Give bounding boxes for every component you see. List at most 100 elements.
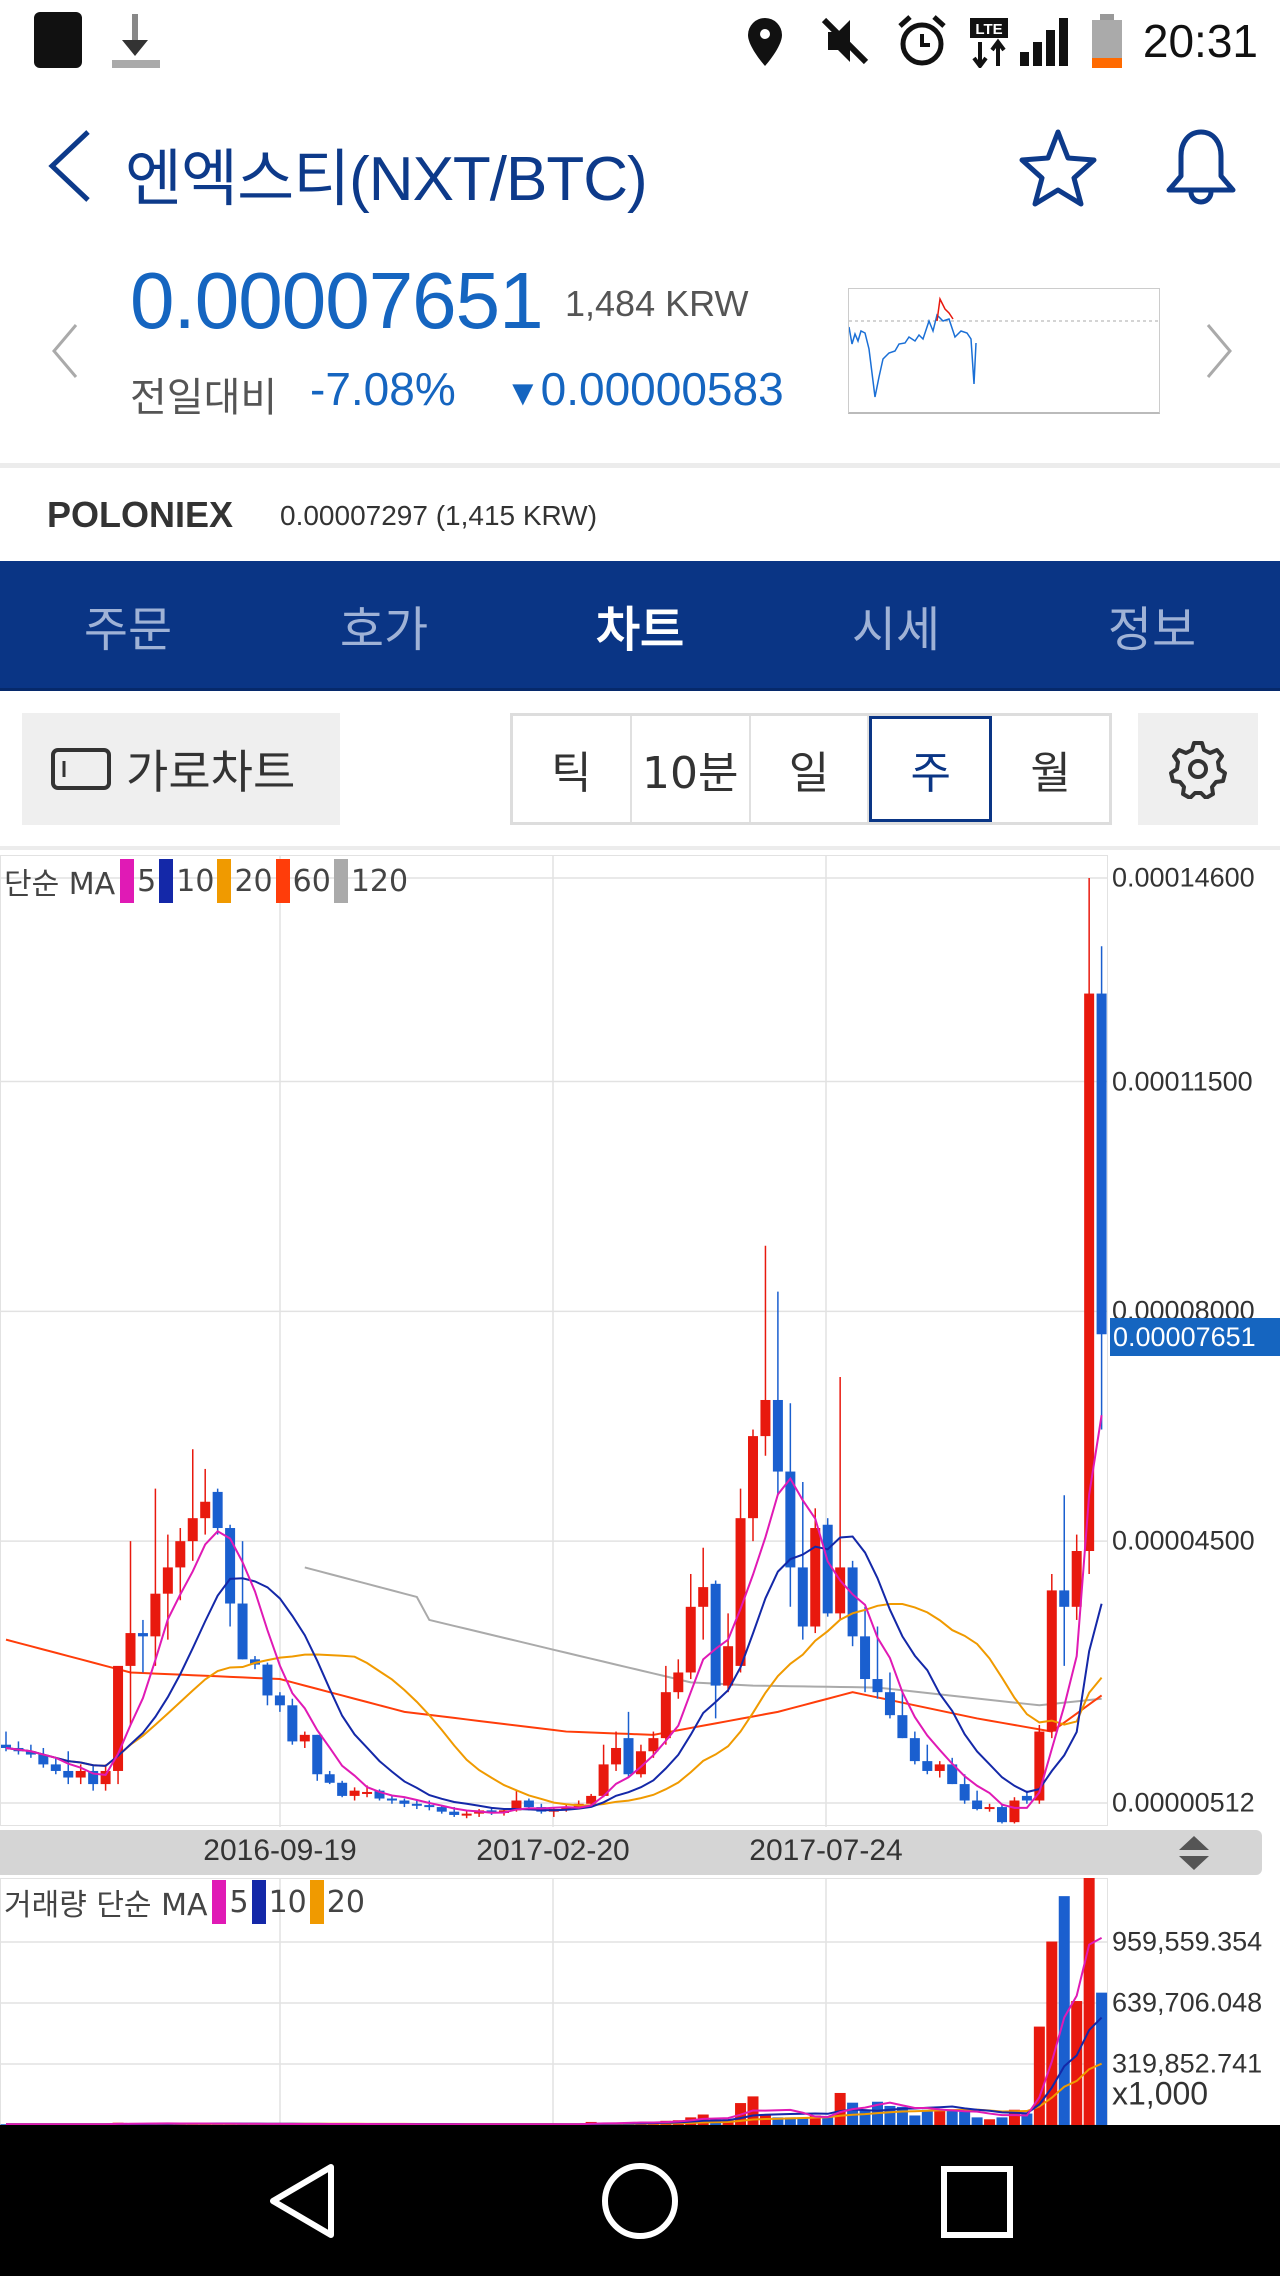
sparkline-chart[interactable] <box>848 288 1160 414</box>
candle-body <box>710 1583 721 1686</box>
volume-ma5-line <box>6 1936 1103 2125</box>
star-icon[interactable] <box>1018 128 1098 208</box>
volume-bar <box>971 2117 983 2125</box>
period-day[interactable]: 일 <box>751 716 870 822</box>
candle-body <box>274 1695 285 1706</box>
volume-bar <box>921 2109 933 2125</box>
sparkline <box>848 296 1159 398</box>
chart-settings-button[interactable] <box>1138 713 1258 825</box>
volume-bar <box>822 2117 834 2125</box>
landscape-chart-label: 가로차트 <box>126 745 296 799</box>
volume-bar <box>909 2115 921 2125</box>
period-10min[interactable]: 10분 <box>632 716 751 822</box>
candle-body <box>1071 1551 1082 1607</box>
candle <box>735 1488 746 1673</box>
volume-bar <box>934 2109 946 2125</box>
volume-bar <box>884 2105 896 2125</box>
candle-body <box>822 1524 833 1614</box>
candle <box>723 1613 734 1693</box>
candle-body <box>237 1603 248 1660</box>
candle <box>324 1770 335 1785</box>
navigation-bar <box>0 2125 1280 2276</box>
prev-coin-icon[interactable] <box>50 323 80 379</box>
back-icon[interactable] <box>44 128 94 204</box>
landscape-chart-button[interactable]: 가로차트 <box>22 713 340 825</box>
tab-info[interactable]: 정보 <box>1107 601 1197 658</box>
resize-handle-icon[interactable] <box>1175 1834 1213 1872</box>
candle-body <box>623 1738 634 1775</box>
candle <box>399 1798 410 1808</box>
tab-chart[interactable]: 차트 <box>595 601 685 658</box>
candle-body <box>1009 1800 1020 1823</box>
change-value: ▼0.00000583 <box>505 363 784 415</box>
nav-back-icon[interactable] <box>265 2163 341 2239</box>
page-title: 엔엑스티(NXT/BTC) <box>125 145 648 214</box>
change-percent: -7.08% <box>310 363 456 415</box>
candle-body <box>1 1744 11 1748</box>
location-icon <box>748 18 782 66</box>
candle-body <box>698 1587 709 1607</box>
candle-body <box>349 1790 360 1796</box>
legend-swatch <box>120 859 135 903</box>
candle <box>947 1757 958 1785</box>
candle-body <box>922 1761 933 1771</box>
price-chart[interactable]: 단순 MA 5 10 20 60 120 <box>0 855 1280 1827</box>
nav-home-icon[interactable] <box>600 2161 680 2241</box>
period-selector: 틱 10분 일 주 월 <box>510 713 1112 825</box>
legend-swatch <box>309 1880 324 1924</box>
candle-body <box>449 1811 460 1815</box>
candle <box>262 1662 273 1706</box>
current-price-label: 0.00007651 <box>1110 1318 1280 1356</box>
candle-body <box>175 1541 186 1568</box>
phone-landscape-icon <box>51 748 111 790</box>
period-tick[interactable]: 틱 <box>513 716 632 822</box>
candle <box>922 1744 933 1775</box>
candle-body <box>50 1764 61 1771</box>
ma5-line <box>5 1415 1103 1814</box>
candle-body <box>324 1774 335 1783</box>
candle <box>461 1810 472 1819</box>
plot-border <box>0 855 1108 1826</box>
candle <box>299 1731 310 1748</box>
tab-orderbook[interactable]: 호가 <box>339 601 429 658</box>
candle <box>113 1665 124 1785</box>
volume-tick-label: 319,852.741 <box>1112 2048 1263 2079</box>
ma60-line <box>5 1638 1103 1736</box>
status-bar: LTE 20:31 <box>0 0 1280 85</box>
tab-order[interactable]: 주문 <box>83 601 173 658</box>
candle <box>150 1488 161 1666</box>
volume-bar <box>1033 2026 1045 2125</box>
candle <box>785 1403 796 1607</box>
candle-body <box>299 1734 310 1742</box>
volume-chart[interactable]: 거래량 단순 MA 5 10 20 <box>0 1878 1280 2125</box>
period-week[interactable]: 주 <box>869 716 993 822</box>
candle-body <box>436 1807 447 1812</box>
date-axis[interactable]: 2016-09-19 2017-02-20 2017-07-24 <box>0 1830 1262 1875</box>
volume-tick-label: 639,706.048 <box>1112 1987 1263 2018</box>
nav-recents-icon[interactable] <box>940 2165 1014 2239</box>
next-coin-icon[interactable] <box>1204 323 1234 379</box>
period-month[interactable]: 월 <box>1030 748 1071 799</box>
candle <box>38 1747 49 1768</box>
candle-body <box>997 1807 1007 1823</box>
candle <box>797 1482 808 1640</box>
volume-bar <box>959 2111 971 2125</box>
candle-body <box>897 1715 908 1739</box>
candle <box>50 1757 61 1775</box>
tab-market-price[interactable]: 시세 <box>851 601 941 658</box>
candle-body <box>909 1738 920 1762</box>
bell-icon[interactable] <box>1163 128 1239 208</box>
candle-body <box>150 1593 161 1637</box>
candle <box>287 1698 298 1745</box>
candle-body <box>100 1770 111 1785</box>
gear-icon <box>1169 741 1227 799</box>
lte-icon: LTE <box>970 18 1008 68</box>
candle-body <box>586 1795 597 1804</box>
candle-body <box>884 1692 895 1716</box>
app-icon <box>34 12 82 68</box>
candle-body <box>972 1800 983 1810</box>
volume-bar <box>784 2117 796 2125</box>
legend-swatch <box>333 859 348 903</box>
candle <box>212 1488 223 1535</box>
volume-bar <box>896 2106 908 2125</box>
